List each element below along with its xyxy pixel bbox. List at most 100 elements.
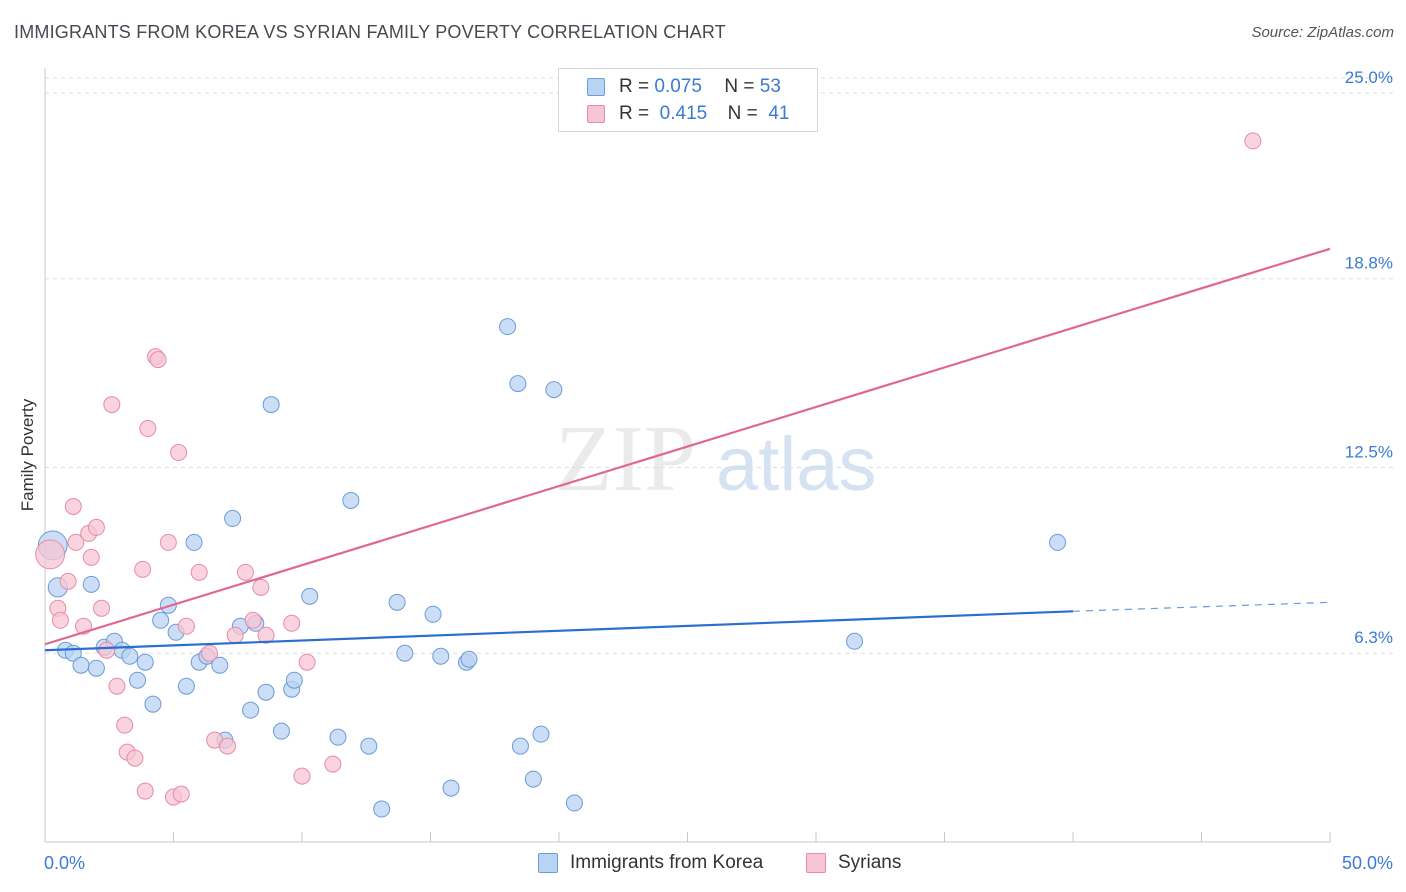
syria-point xyxy=(257,626,275,644)
syria-point xyxy=(126,749,144,767)
legend-r-value-korea: 0.075 xyxy=(654,76,702,97)
korea-point xyxy=(152,611,170,629)
syria-point xyxy=(324,755,342,773)
korea-point xyxy=(373,800,391,818)
syria-point xyxy=(64,497,82,515)
syria-point xyxy=(252,578,270,596)
syria-point xyxy=(87,518,105,536)
syria-point xyxy=(149,351,167,369)
legend-n-label: N = xyxy=(724,76,755,97)
watermark: ZIP atlas xyxy=(555,407,877,511)
syria-point xyxy=(67,533,85,551)
chart-title: IMMIGRANTS FROM KOREA VS SYRIAN FAMILY P… xyxy=(14,22,726,42)
korea-point xyxy=(499,318,517,336)
syria-point xyxy=(134,560,152,578)
syria-trend-line xyxy=(44,247,1331,646)
syria-point xyxy=(108,677,126,695)
syria-point xyxy=(236,563,254,581)
correlation-legend: R = 0.075 N = 53 R = 0.415 N = 41 xyxy=(558,68,818,132)
korea-point xyxy=(360,737,378,755)
axes xyxy=(44,68,1331,843)
y-tick-label: 18.8% xyxy=(1345,254,1393,273)
syria-point xyxy=(116,716,134,734)
syria-point xyxy=(59,572,77,590)
syria-point xyxy=(200,644,218,662)
legend-n-value-korea: 53 xyxy=(759,76,781,97)
korea-point xyxy=(329,728,347,746)
korea-point xyxy=(87,659,105,677)
korea-point xyxy=(545,381,563,399)
korea-point xyxy=(121,647,139,665)
korea-point xyxy=(82,575,100,593)
syria-point xyxy=(139,420,157,438)
korea-point xyxy=(460,650,478,668)
korea-point xyxy=(424,605,442,623)
x-tick-label: 50.0% xyxy=(1342,853,1393,873)
syria-point xyxy=(226,626,244,644)
watermark-zip: ZIP xyxy=(555,407,696,511)
syria-point xyxy=(172,785,190,803)
series-legend-syria: Syrians xyxy=(806,852,901,874)
tick-labels: 6.3% 12.5% 18.8% 25.0% 0.0% 50.0% xyxy=(44,68,1393,873)
syria-point xyxy=(82,548,100,566)
syria-point xyxy=(293,767,311,785)
legend-swatch-korea xyxy=(587,78,605,96)
syria-point xyxy=(218,737,236,755)
syria-point xyxy=(244,611,262,629)
trend-lines xyxy=(44,247,1331,652)
syria-point xyxy=(170,444,188,462)
legend-row-korea: R = 0.075 N = 53 xyxy=(587,75,781,99)
syria-point xyxy=(103,396,121,414)
korea-point xyxy=(272,722,290,740)
legend-swatch-syria xyxy=(587,105,605,123)
korea-point xyxy=(388,593,406,611)
series-swatch-syria xyxy=(806,853,826,873)
syria-point xyxy=(1244,132,1262,150)
y-tick-label: 25.0% xyxy=(1345,68,1393,87)
syria-point xyxy=(136,782,154,800)
syria-point xyxy=(98,641,116,659)
legend-n-label: N = xyxy=(727,103,758,124)
series-legend-korea: Immigrants from Korea xyxy=(538,852,763,874)
korea-point xyxy=(565,794,583,812)
syria-point xyxy=(51,611,69,629)
korea-point xyxy=(509,375,527,393)
series-label-syria: Syrians xyxy=(838,852,902,873)
y-tick-label: 12.5% xyxy=(1345,442,1393,461)
syria-point xyxy=(93,599,111,617)
korea-trend-extension xyxy=(1072,601,1331,612)
watermark-atlas: atlas xyxy=(716,422,877,507)
series-label-korea: Immigrants from Korea xyxy=(570,852,764,873)
korea-point xyxy=(211,656,229,674)
y-axis-label: Family Poverty xyxy=(18,398,37,511)
korea-point xyxy=(342,491,360,509)
korea-point xyxy=(136,653,154,671)
source-label: Source: ZipAtlas.com xyxy=(1251,24,1394,41)
korea-point xyxy=(396,644,414,662)
korea-point xyxy=(442,779,460,797)
korea-point xyxy=(185,533,203,551)
korea-point xyxy=(1049,533,1067,551)
legend-r-value-syria: 0.415 xyxy=(659,103,708,124)
korea-point xyxy=(532,725,550,743)
korea-point xyxy=(511,737,529,755)
korea-point xyxy=(144,695,162,713)
syria-point xyxy=(298,653,316,671)
legend-r-label: R = xyxy=(619,76,650,97)
legend-r-label: R = xyxy=(619,103,650,124)
korea-point xyxy=(224,509,242,527)
korea-point xyxy=(129,671,147,689)
korea-point xyxy=(177,677,195,695)
korea-trend-line xyxy=(44,610,1074,652)
syria-point xyxy=(177,617,195,635)
korea-point xyxy=(242,701,260,719)
korea-point xyxy=(262,396,280,414)
korea-point xyxy=(72,656,90,674)
korea-point xyxy=(524,770,542,788)
korea-point xyxy=(285,671,303,689)
syria-point xyxy=(159,533,177,551)
legend-n-value-syria: 41 xyxy=(768,103,790,124)
series-swatch-korea xyxy=(538,853,558,873)
legend-row-syria: R = 0.415 N = 41 xyxy=(587,102,789,126)
